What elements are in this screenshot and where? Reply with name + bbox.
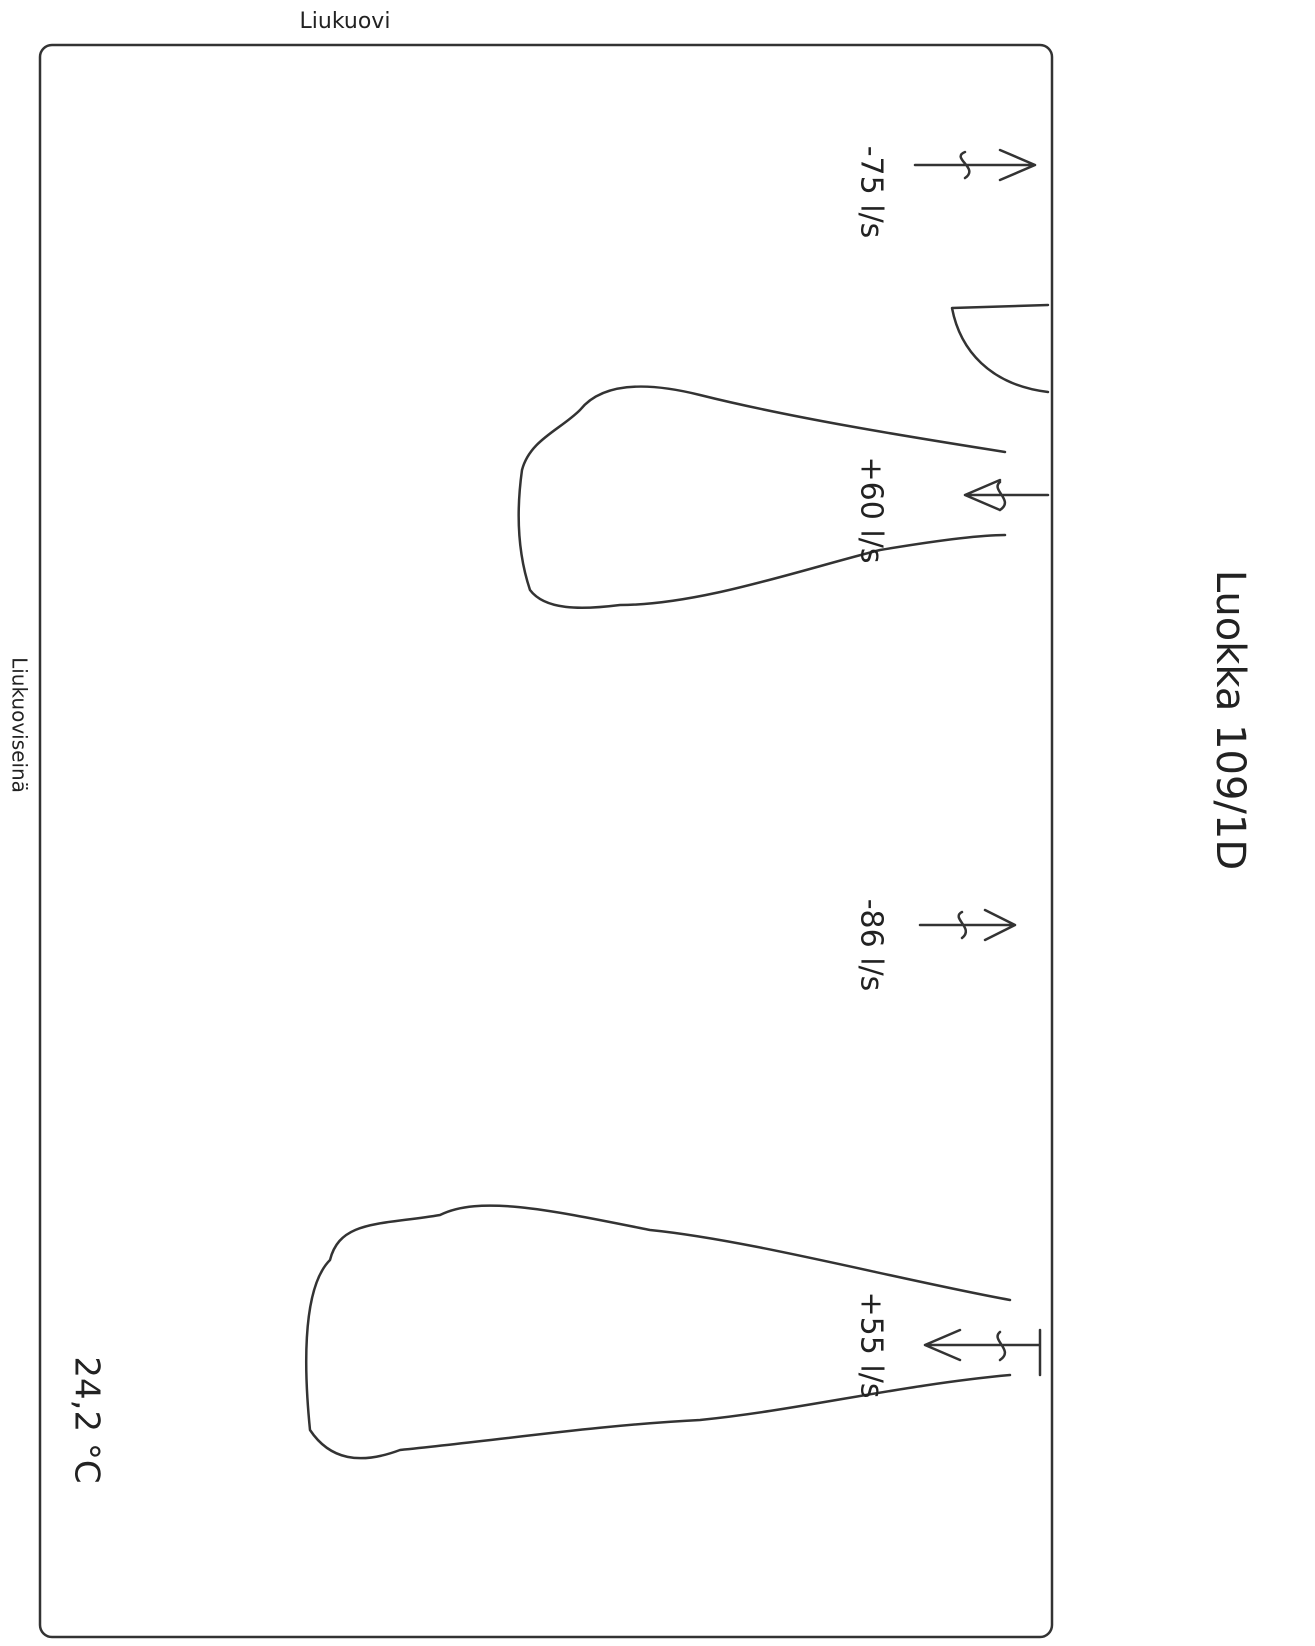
airflow-label: -75 l/s bbox=[854, 146, 889, 239]
arrow bbox=[963, 478, 1050, 512]
door bbox=[950, 303, 1050, 394]
arrow bbox=[923, 1328, 1042, 1377]
top-label: Liukuovi bbox=[300, 9, 391, 34]
airflow-label: +55 l/s bbox=[854, 1292, 889, 1399]
room-title: Luokka 109/1D bbox=[1207, 570, 1253, 870]
arrow bbox=[918, 908, 1017, 942]
left-label: Liukuoviseinä bbox=[8, 657, 32, 793]
air-plume bbox=[304, 1204, 1012, 1460]
room-outline bbox=[38, 43, 1054, 1639]
temperature: 24,2 °C bbox=[67, 1356, 107, 1483]
airflow-label: -86 l/s bbox=[854, 899, 889, 992]
arrow bbox=[913, 148, 1037, 182]
air-plume bbox=[517, 385, 1007, 609]
airflow-label: +60 l/s bbox=[854, 457, 889, 564]
